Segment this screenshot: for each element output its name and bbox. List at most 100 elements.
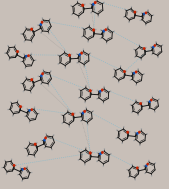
Circle shape [99,153,102,155]
Circle shape [31,42,33,43]
Circle shape [13,164,15,167]
Circle shape [147,163,149,165]
Circle shape [130,104,131,105]
Circle shape [152,46,154,48]
Circle shape [33,77,34,79]
Circle shape [48,85,49,87]
Circle shape [142,102,143,103]
Circle shape [23,53,25,55]
Circle shape [100,29,101,31]
Circle shape [128,22,129,23]
Circle shape [159,98,160,100]
Circle shape [110,91,111,92]
Circle shape [35,60,36,61]
Circle shape [82,112,84,114]
Circle shape [135,71,137,73]
Circle shape [107,26,108,27]
Circle shape [141,12,142,13]
Circle shape [134,57,135,58]
Circle shape [136,132,138,135]
Circle shape [133,72,135,74]
Circle shape [15,44,16,46]
Circle shape [76,53,77,55]
Circle shape [34,143,36,146]
Circle shape [83,49,84,50]
Circle shape [34,106,35,108]
Circle shape [84,164,85,166]
Circle shape [67,109,68,110]
Circle shape [118,82,119,83]
Circle shape [153,14,154,15]
Circle shape [138,115,139,116]
Circle shape [20,167,21,168]
Circle shape [120,65,121,67]
Circle shape [131,112,132,113]
Circle shape [150,99,152,101]
Circle shape [138,68,139,69]
Circle shape [136,11,137,12]
Circle shape [23,91,24,92]
Circle shape [25,68,26,69]
Circle shape [84,4,86,5]
Circle shape [95,29,96,30]
Circle shape [139,145,140,146]
Circle shape [69,126,70,128]
Circle shape [78,97,79,98]
Circle shape [4,53,5,54]
Circle shape [134,11,136,13]
Circle shape [11,159,12,160]
Circle shape [144,73,145,74]
Circle shape [20,33,21,35]
Circle shape [103,150,104,152]
Circle shape [90,53,91,54]
Circle shape [78,18,79,19]
Circle shape [89,152,91,154]
Circle shape [61,114,62,115]
Circle shape [31,108,33,111]
Circle shape [87,124,88,125]
Circle shape [20,83,21,84]
Circle shape [86,107,87,108]
Circle shape [29,141,30,142]
Circle shape [92,152,93,153]
Circle shape [151,54,152,55]
Circle shape [92,3,94,5]
Circle shape [96,161,98,162]
Circle shape [90,3,91,4]
Circle shape [25,26,26,27]
Circle shape [40,84,41,85]
Circle shape [27,166,28,167]
Circle shape [34,157,35,158]
Circle shape [77,0,78,1]
Circle shape [20,61,21,62]
Circle shape [114,31,115,32]
Circle shape [148,109,149,110]
Circle shape [24,41,25,42]
Circle shape [22,106,23,107]
Circle shape [71,14,72,15]
Circle shape [92,29,95,31]
Circle shape [72,113,74,115]
Circle shape [113,68,114,70]
Circle shape [64,50,65,51]
Circle shape [123,126,124,127]
Circle shape [31,53,32,54]
Circle shape [85,85,87,86]
Circle shape [27,156,28,157]
Circle shape [140,102,142,105]
Circle shape [106,28,107,29]
Circle shape [143,13,145,15]
Circle shape [19,51,20,52]
Circle shape [100,38,101,39]
Circle shape [101,89,103,91]
Circle shape [62,123,63,124]
Circle shape [93,110,94,112]
Circle shape [32,108,33,109]
Circle shape [105,29,107,31]
Circle shape [79,112,80,113]
Circle shape [30,28,33,31]
Circle shape [29,109,31,112]
Circle shape [147,133,148,134]
Circle shape [45,137,47,139]
Circle shape [103,166,104,167]
